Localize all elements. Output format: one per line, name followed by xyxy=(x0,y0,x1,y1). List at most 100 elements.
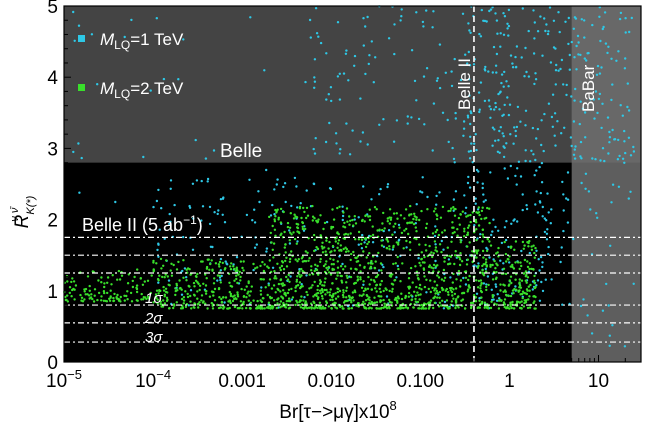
point-mlq-2tev xyxy=(484,261,488,264)
point-mlq-1tev xyxy=(359,97,362,100)
point-mlq-1tev xyxy=(503,226,507,229)
point-mlq-2tev xyxy=(416,291,419,294)
point-mlq-2tev xyxy=(404,294,407,298)
point-mlq-1tev xyxy=(206,180,209,183)
point-mlq-2tev xyxy=(283,246,286,249)
point-mlq-1tev xyxy=(564,20,567,23)
point-mlq-1tev xyxy=(185,276,188,279)
point-mlq-2tev xyxy=(453,214,457,217)
point-mlq-2tev xyxy=(369,302,372,306)
point-mlq-1tev xyxy=(72,150,75,154)
point-mlq-2tev xyxy=(477,264,480,268)
point-mlq-1tev xyxy=(434,259,437,263)
point-mlq-2tev xyxy=(463,230,466,233)
point-mlq-2tev xyxy=(516,261,520,264)
point-mlq-2tev xyxy=(274,208,277,212)
point-mlq-2tev xyxy=(466,245,469,248)
point-mlq-2tev xyxy=(106,276,110,279)
point-mlq-2tev xyxy=(520,279,524,282)
point-mlq-2tev xyxy=(421,305,424,309)
point-mlq-2tev xyxy=(480,296,483,299)
point-mlq-2tev xyxy=(502,290,505,293)
point-mlq-2tev xyxy=(352,299,355,302)
point-mlq-2tev xyxy=(193,306,196,309)
point-mlq-1tev xyxy=(362,185,365,188)
point-mlq-2tev xyxy=(427,265,431,269)
point-mlq-2tev xyxy=(410,294,413,297)
point-mlq-1tev xyxy=(572,153,576,156)
point-mlq-2tev xyxy=(218,296,221,299)
point-mlq-2tev xyxy=(302,299,305,302)
point-mlq-2tev xyxy=(264,286,267,289)
point-mlq-2tev xyxy=(457,273,461,276)
point-mlq-1tev xyxy=(77,142,80,145)
point-mlq-2tev xyxy=(454,299,458,303)
point-mlq-2tev xyxy=(310,286,313,289)
point-mlq-1tev xyxy=(252,268,255,272)
point-mlq-1tev xyxy=(410,49,414,52)
point-mlq-1tev xyxy=(502,155,506,159)
point-mlq-1tev xyxy=(579,304,583,308)
point-mlq-2tev xyxy=(334,306,337,309)
point-mlq-2tev xyxy=(413,290,416,293)
point-mlq-1tev xyxy=(478,110,481,114)
point-mlq-1tev xyxy=(607,45,610,48)
point-mlq-2tev xyxy=(301,221,305,225)
point-mlq-2tev xyxy=(378,228,381,231)
point-mlq-2tev xyxy=(249,301,252,304)
point-mlq-2tev xyxy=(367,262,370,265)
point-mlq-1tev xyxy=(469,31,472,34)
point-mlq-1tev xyxy=(461,12,465,15)
point-mlq-2tev xyxy=(467,214,470,217)
point-mlq-2tev xyxy=(205,277,208,280)
point-mlq-1tev xyxy=(491,144,494,147)
point-mlq-1tev xyxy=(498,108,501,111)
point-mlq-2tev xyxy=(505,260,508,263)
point-mlq-2tev xyxy=(366,295,369,298)
babar-label: BaBar xyxy=(579,64,598,112)
point-mlq-2tev xyxy=(276,208,279,211)
point-mlq-2tev xyxy=(316,297,320,301)
point-mlq-2tev xyxy=(245,296,248,299)
point-mlq-2tev xyxy=(234,269,238,273)
point-mlq-2tev xyxy=(300,216,303,220)
point-mlq-1tev xyxy=(610,98,613,102)
point-mlq-2tev xyxy=(386,240,390,243)
point-mlq-1tev xyxy=(169,220,172,223)
point-mlq-2tev xyxy=(361,218,364,222)
point-mlq-1tev xyxy=(248,178,251,181)
point-mlq-2tev xyxy=(307,259,310,262)
point-mlq-2tev xyxy=(520,300,523,303)
point-mlq-2tev xyxy=(357,305,360,308)
point-mlq-1tev xyxy=(473,142,476,145)
point-mlq-1tev xyxy=(590,332,594,335)
point-mlq-2tev xyxy=(369,235,372,238)
point-mlq-2tev xyxy=(466,258,469,261)
point-mlq-1tev xyxy=(353,54,357,58)
point-mlq-1tev xyxy=(208,222,212,226)
point-mlq-2tev xyxy=(292,231,295,234)
point-mlq-1tev xyxy=(538,165,541,169)
point-mlq-1tev xyxy=(532,52,536,55)
point-mlq-2tev xyxy=(503,305,506,309)
point-mlq-2tev xyxy=(334,237,337,240)
point-mlq-2tev xyxy=(390,282,394,285)
point-mlq-2tev xyxy=(296,275,299,278)
point-mlq-1tev xyxy=(341,214,345,218)
point-mlq-1tev xyxy=(529,160,532,163)
point-mlq-2tev xyxy=(287,273,290,277)
point-mlq-1tev xyxy=(599,159,602,162)
point-mlq-1tev xyxy=(603,159,606,163)
point-mlq-2tev xyxy=(328,294,332,297)
point-mlq-2tev xyxy=(236,291,239,294)
point-mlq-2tev xyxy=(239,279,242,282)
point-mlq-1tev xyxy=(516,105,520,109)
point-mlq-1tev xyxy=(464,53,467,56)
point-mlq-1tev xyxy=(535,169,538,172)
point-mlq-2tev xyxy=(359,278,362,281)
point-mlq-1tev xyxy=(541,289,545,293)
point-mlq-2tev xyxy=(440,286,444,290)
point-mlq-2tev xyxy=(377,307,381,310)
point-mlq-2tev xyxy=(373,301,376,305)
point-mlq-2tev xyxy=(284,292,287,295)
